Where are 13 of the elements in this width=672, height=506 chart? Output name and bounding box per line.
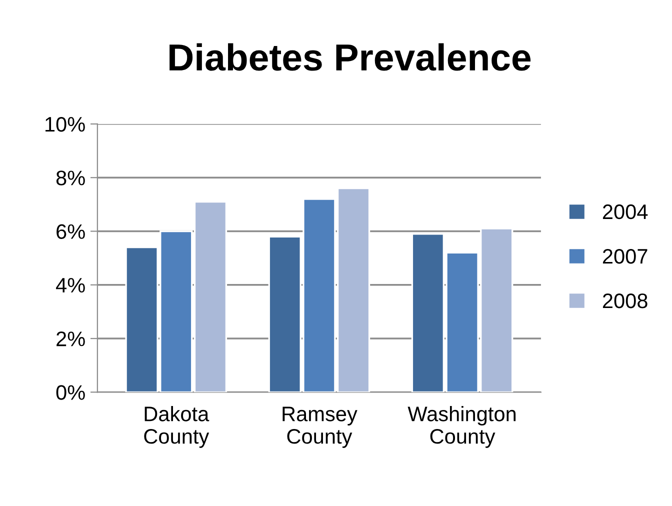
y-tick-label: 2% (56, 332, 85, 346)
y-tick-label: 10% (46, 116, 85, 132)
y-tick-label: 8% (56, 170, 85, 186)
legend-label: 2004 (602, 204, 648, 220)
x-tick-label: Dakota County (144, 406, 210, 448)
chart-title: Diabetes Prevalence (170, 43, 531, 71)
y-tick-label: 4% (56, 278, 85, 293)
legend-label: 2007 (602, 248, 648, 264)
y-tick-label: 0% (56, 385, 85, 400)
x-tick-label: Ramsey County (282, 406, 358, 448)
y-tick-label: 6% (56, 224, 85, 239)
legend-label: 2008 (602, 293, 648, 308)
x-tick-label: Washington County (408, 406, 516, 448)
